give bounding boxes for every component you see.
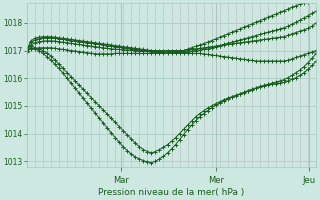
X-axis label: Pression niveau de la mer( hPa ): Pression niveau de la mer( hPa ) <box>99 188 245 197</box>
